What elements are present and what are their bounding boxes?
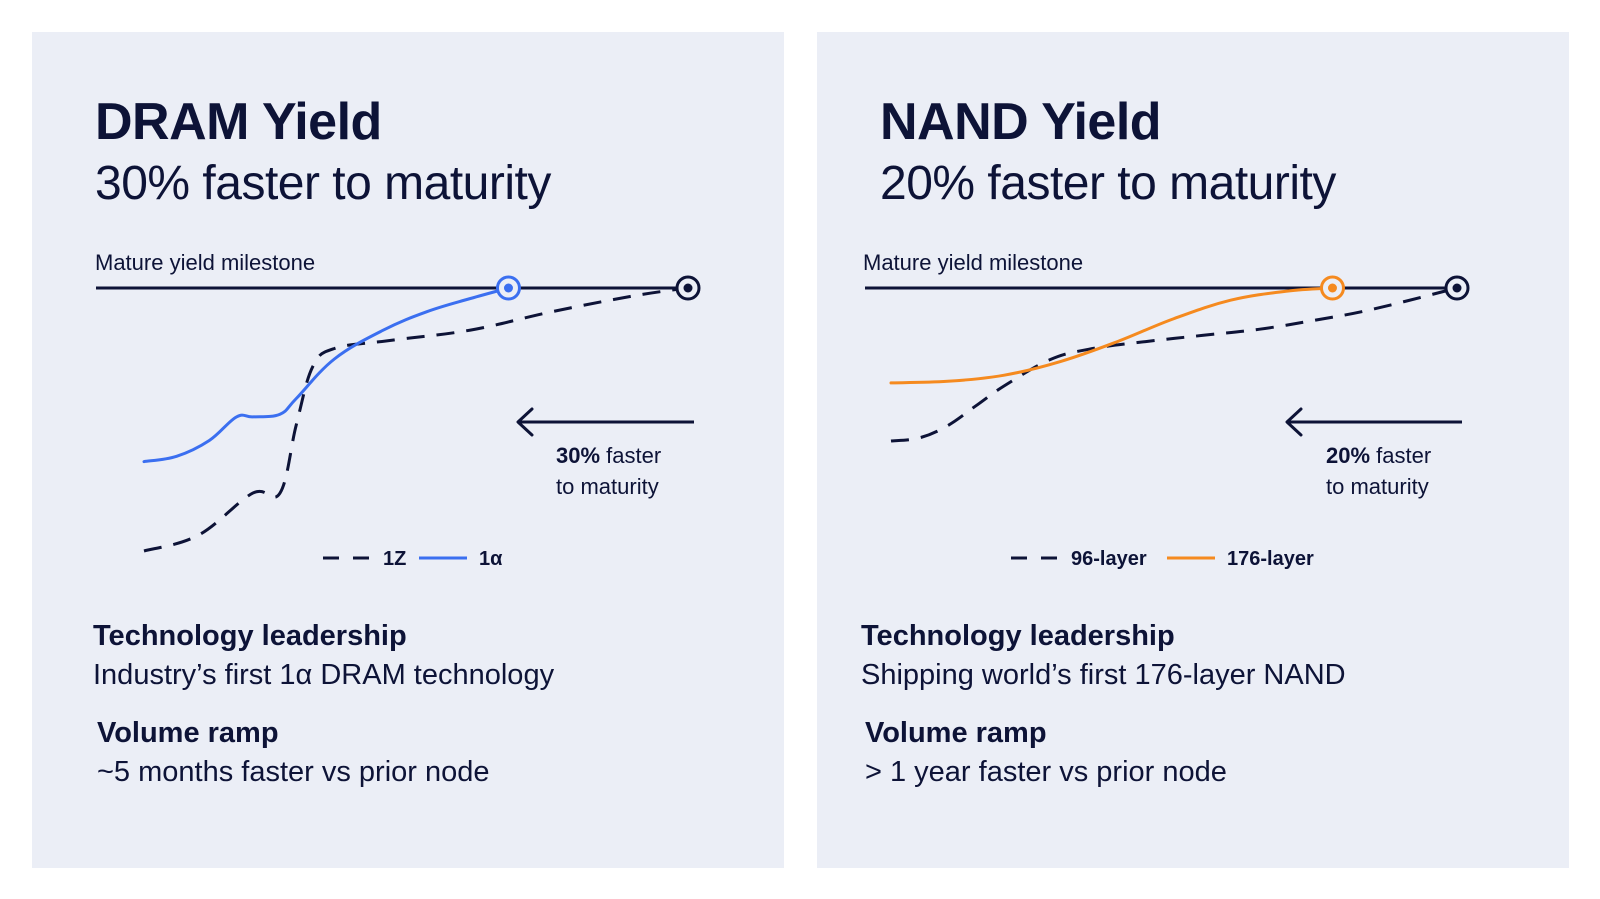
milestone-reached-marker-dot xyxy=(503,283,513,293)
callout-percent: 20% xyxy=(1326,443,1370,468)
volume-heading: Volume ramp xyxy=(865,717,1047,749)
series-line-96-layer xyxy=(890,286,1458,443)
legend-label: 96-layer xyxy=(1071,548,1147,570)
callout-percent: 30% xyxy=(556,443,600,468)
callout-rest: faster xyxy=(1370,443,1431,468)
series-line-176-layer xyxy=(889,286,1334,385)
callout-line-1: 30% faster xyxy=(556,443,661,468)
panel-title: DRAM Yield xyxy=(95,93,382,151)
technology-heading: Technology leadership xyxy=(861,620,1175,652)
legend-item-176-layer: 176-layer xyxy=(1167,548,1314,570)
volume-heading: Volume ramp xyxy=(97,717,279,749)
series-line-1α xyxy=(142,286,510,464)
technology-text: Industry’s first 1α DRAM technology xyxy=(93,659,555,691)
milestone-end-marker-dot xyxy=(1452,283,1462,293)
series-line-1Z xyxy=(143,286,689,553)
dram-yield-chart: Mature yield milestone 30% faster to matur… xyxy=(95,250,701,570)
milestone-reached-marker-dot xyxy=(1327,283,1337,293)
legend-label: 1α xyxy=(479,548,503,570)
callout-line-1: 20% faster xyxy=(1326,443,1431,468)
legend-label: 176-layer xyxy=(1227,548,1314,570)
callout-rest: faster xyxy=(600,443,661,468)
callout-line-2: to maturity xyxy=(556,474,659,499)
nand-yield-chart: Mature yield milestone 20% faster to matur… xyxy=(863,250,1470,570)
milestone-end-marker-dot xyxy=(683,283,693,293)
panel-title: NAND Yield xyxy=(880,93,1162,151)
callout-line-2: to maturity xyxy=(1326,474,1429,499)
volume-text: > 1 year faster vs prior node xyxy=(865,756,1227,788)
volume-text: ~5 months faster vs prior node xyxy=(97,756,490,788)
arrow-left-icon xyxy=(1285,407,1303,437)
panel-subtitle: 20% faster to maturity xyxy=(880,157,1336,210)
milestone-label: Mature yield milestone xyxy=(95,250,315,275)
legend-label: 1Z xyxy=(383,548,406,570)
legend-item-1α: 1α xyxy=(419,548,503,570)
milestone-label: Mature yield milestone xyxy=(863,250,1083,275)
dram-panel: DRAM Yield 30% faster to maturity Mature… xyxy=(32,32,784,868)
arrow-left-icon xyxy=(516,407,534,437)
legend-item-1Z: 1Z xyxy=(323,548,406,570)
legend-item-96-layer: 96-layer xyxy=(1011,548,1147,570)
panel-subtitle: 30% faster to maturity xyxy=(95,157,551,210)
technology-heading: Technology leadership xyxy=(93,620,407,652)
nand-panel: NAND Yield 20% faster to maturity Mature… xyxy=(817,32,1569,868)
technology-text: Shipping world’s first 176-layer NAND xyxy=(861,659,1346,691)
